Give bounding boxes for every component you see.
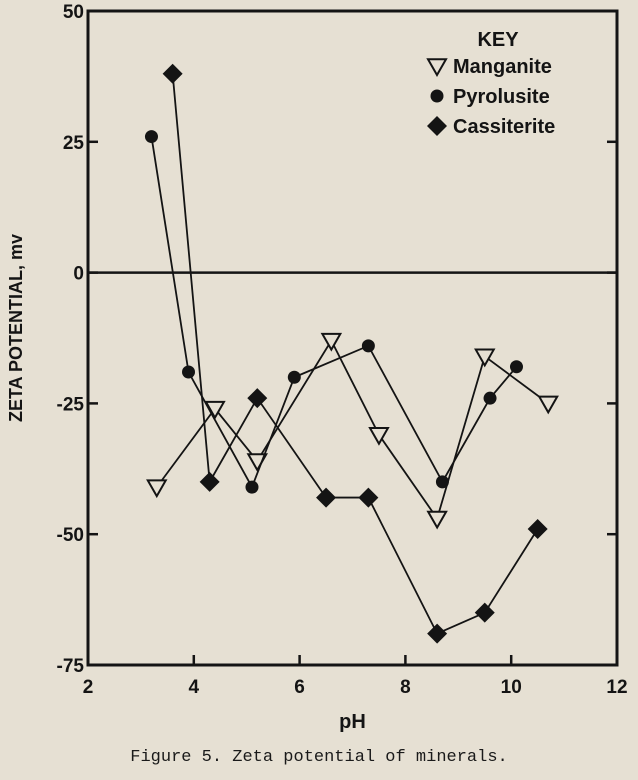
x-tick-label: 8	[400, 677, 411, 698]
legend-label: Manganite	[453, 56, 552, 78]
data-point-cassiterite	[199, 471, 220, 492]
x-tick-label: 12	[606, 677, 627, 698]
x-tick-label: 4	[189, 677, 200, 698]
data-point-cassiterite	[358, 487, 379, 508]
data-point-pyrolusite	[287, 370, 301, 384]
data-point-pyrolusite	[509, 360, 523, 374]
y-tick-label: -50	[57, 525, 84, 546]
legend-marker-manganite	[426, 58, 448, 78]
data-point-manganite	[368, 427, 390, 446]
data-point-manganite	[474, 348, 496, 368]
legend-title: KEY	[477, 29, 519, 51]
x-tick-label: 2	[83, 677, 94, 698]
plot-frame	[86, 9, 619, 667]
legend-label: Cassiterite	[453, 116, 555, 138]
y-tick-label: 0	[73, 264, 84, 285]
data-point-pyrolusite	[361, 339, 375, 353]
data-point-pyrolusite	[245, 480, 259, 494]
series-line-manganite	[156, 338, 549, 521]
data-point-manganite	[204, 400, 226, 420]
data-point-cassiterite	[247, 388, 268, 409]
data-point-cassiterite	[527, 518, 548, 539]
y-tick-label: 50	[63, 2, 84, 23]
series-pyrolusite	[144, 130, 523, 494]
y-tick-label: 25	[63, 133, 85, 154]
data-point-manganite	[320, 332, 343, 352]
series-manganite	[146, 332, 559, 530]
legend-marker-cassiterite	[427, 116, 447, 136]
data-point-pyrolusite	[144, 130, 158, 144]
data-point-manganite	[537, 395, 559, 415]
series-line-pyrolusite	[150, 136, 518, 490]
y-tick-label: -25	[57, 394, 85, 415]
series-layer	[144, 63, 559, 644]
data-point-pyrolusite	[483, 391, 497, 405]
x-axis-label: pH	[339, 711, 366, 733]
series-cassiterite	[162, 63, 548, 644]
y-axis-label: ZETA POTENTIAL, mv	[6, 234, 26, 422]
legend: KEY Manganite Pyrolusite Cassiterite	[426, 29, 555, 138]
data-point-manganite	[426, 510, 448, 530]
axes-layer: 50 25 0 -25 -50 -752 4 6 8 10 12 pH ZETA POTENTIAL, …	[6, 2, 628, 733]
figure-caption: Figure 5. Zeta potential of minerals.	[130, 748, 508, 767]
data-point-cassiterite	[474, 602, 495, 623]
x-tick-label: 6	[294, 677, 305, 698]
data-point-cassiterite	[427, 623, 448, 644]
legend-label: Pyrolusite	[453, 86, 550, 108]
data-point-manganite	[146, 479, 168, 499]
data-point-cassiterite	[162, 63, 183, 84]
data-point-pyrolusite	[435, 475, 449, 489]
x-tick-label: 10	[501, 677, 522, 698]
series-line-cassiterite	[171, 73, 539, 635]
y-tick-label: -75	[57, 656, 85, 677]
data-point-cassiterite	[316, 487, 337, 508]
legend-marker-pyrolusite	[430, 89, 444, 103]
data-point-pyrolusite	[182, 365, 196, 379]
